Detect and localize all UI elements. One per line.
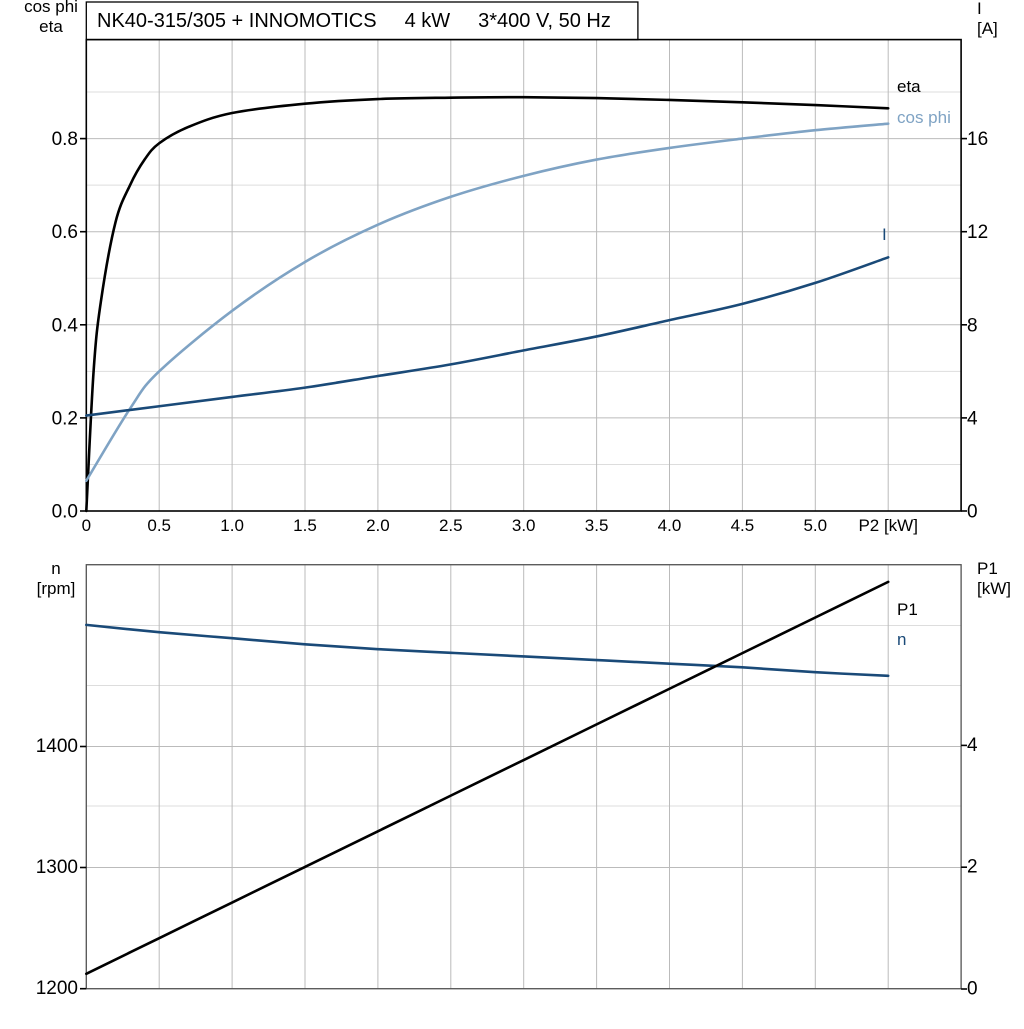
svg-text:4.0: 4.0 [658, 516, 682, 535]
svg-text:1300: 1300 [36, 857, 78, 878]
svg-text:2.0: 2.0 [366, 516, 390, 535]
svg-text:3.5: 3.5 [585, 516, 609, 535]
svg-text:0: 0 [82, 516, 91, 535]
svg-text:12: 12 [967, 222, 988, 243]
svg-text:P1: P1 [897, 600, 918, 619]
svg-text:0: 0 [967, 979, 978, 1000]
svg-text:2.5: 2.5 [439, 516, 463, 535]
svg-text:1.0: 1.0 [220, 516, 244, 535]
svg-text:cos phi: cos phi [897, 108, 951, 127]
svg-text:0.0: 0.0 [52, 502, 78, 523]
svg-text:eta: eta [39, 17, 63, 36]
svg-text:4: 4 [967, 408, 978, 429]
svg-text:0.2: 0.2 [52, 408, 78, 429]
svg-text:I: I [882, 225, 887, 244]
svg-text:0.5: 0.5 [147, 516, 171, 535]
svg-text:I: I [977, 0, 982, 18]
svg-text:P2 [kW]: P2 [kW] [858, 516, 918, 535]
svg-text:0.6: 0.6 [52, 222, 78, 243]
svg-text:n: n [897, 630, 906, 649]
svg-text:eta: eta [897, 77, 921, 96]
svg-text:1400: 1400 [36, 736, 78, 757]
svg-text:0.8: 0.8 [52, 129, 78, 150]
svg-text:5.0: 5.0 [803, 516, 827, 535]
svg-text:n: n [51, 559, 60, 578]
svg-text:0: 0 [967, 502, 978, 523]
svg-text:P1: P1 [977, 559, 998, 578]
svg-text:[A]: [A] [977, 19, 998, 38]
svg-text:1.5: 1.5 [293, 516, 317, 535]
svg-text:1200: 1200 [36, 978, 78, 999]
svg-text:[rpm]: [rpm] [37, 579, 76, 598]
svg-text:[kW]: [kW] [977, 579, 1011, 598]
svg-text:2: 2 [967, 857, 978, 878]
svg-text:4.5: 4.5 [731, 516, 755, 535]
svg-text:0.4: 0.4 [52, 315, 79, 336]
svg-text:cos phi: cos phi [24, 0, 78, 16]
svg-text:8: 8 [967, 315, 978, 336]
svg-text:16: 16 [967, 129, 988, 150]
svg-text:4: 4 [967, 735, 978, 756]
svg-text:3.0: 3.0 [512, 516, 536, 535]
